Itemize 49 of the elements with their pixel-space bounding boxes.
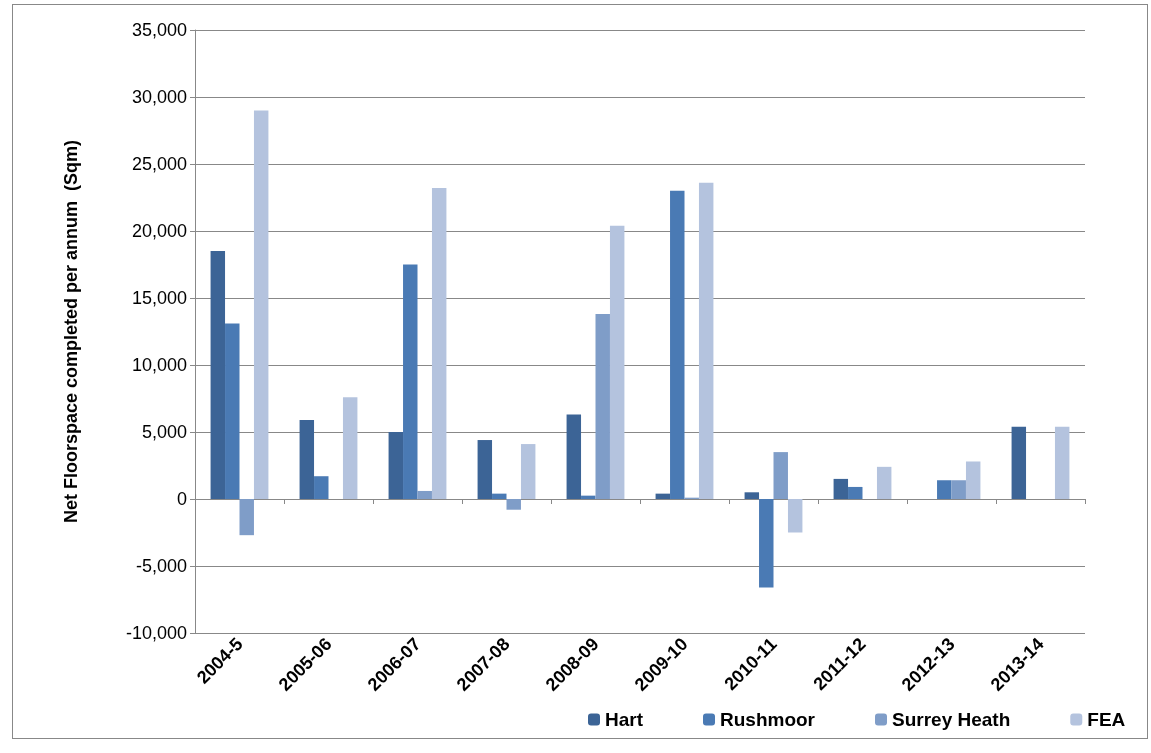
- bar: [951, 480, 966, 499]
- y-tick-label: 0: [176, 489, 187, 509]
- legend-label: Hart: [605, 709, 644, 730]
- bar: [759, 499, 774, 588]
- bar: [210, 251, 226, 499]
- bar: [595, 314, 610, 499]
- bar: [225, 323, 240, 499]
- bar: [609, 225, 625, 499]
- bar: [581, 495, 596, 499]
- bar: [314, 476, 329, 499]
- y-tick-label: 35,000: [131, 20, 187, 40]
- bar: [431, 188, 447, 499]
- bar: [388, 432, 404, 499]
- bar: [342, 397, 358, 499]
- y-tick-label: 30,000: [131, 87, 187, 107]
- bar: [744, 492, 760, 499]
- bar: [492, 493, 507, 499]
- y-tick-label: 5,000: [141, 422, 187, 442]
- bar: [670, 190, 685, 499]
- y-tick-label: -10,000: [125, 623, 187, 643]
- bar: [698, 182, 714, 499]
- bar: [965, 461, 981, 499]
- bar: [506, 499, 521, 510]
- bar: [417, 490, 432, 499]
- y-tick-label: -5,000: [135, 556, 187, 576]
- bar: [520, 444, 536, 499]
- legend-label: Surrey Heath: [892, 709, 1011, 730]
- bar: [477, 440, 493, 499]
- bar: [655, 493, 671, 499]
- y-tick-label: 15,000: [131, 288, 187, 308]
- bar: [787, 499, 803, 533]
- bar: [848, 486, 863, 499]
- bar: [876, 466, 892, 499]
- bar: [253, 110, 269, 499]
- bar: [937, 480, 952, 499]
- bar: [299, 419, 315, 499]
- y-axis-title: Net Floorspace completed per annum (Sqm): [61, 139, 81, 524]
- bar: [1054, 426, 1070, 499]
- y-tick-label: 20,000: [131, 221, 187, 241]
- legend-label: FEA: [1087, 709, 1126, 730]
- bar: [566, 414, 582, 499]
- legend-label: Rushmoor: [720, 709, 816, 730]
- bar: [239, 499, 254, 536]
- bar: [403, 264, 418, 499]
- bar: [1011, 426, 1027, 499]
- bar: [833, 478, 849, 499]
- bar: [773, 452, 788, 499]
- y-tick-label: 10,000: [131, 355, 187, 375]
- y-tick-label: 25,000: [131, 154, 187, 174]
